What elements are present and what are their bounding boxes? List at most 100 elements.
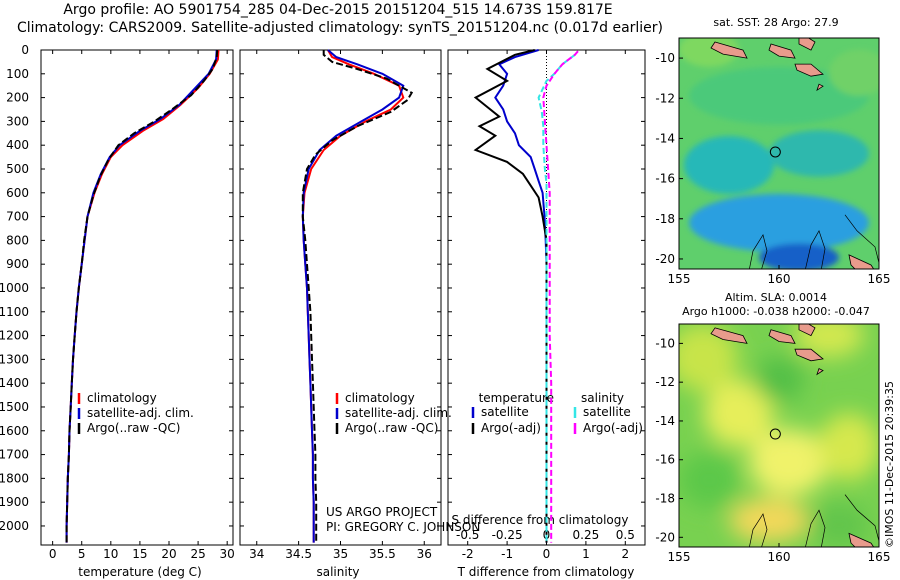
island-shape (816, 83, 824, 92)
temperature-x-label: temperature (deg C) (78, 565, 201, 579)
x-tick-label: 10 (103, 547, 118, 561)
series-line-temperature-satellite (494, 49, 548, 543)
map-lat-tick-label: -10 (655, 336, 675, 350)
legend-label: Argo(..raw -QC) (87, 421, 180, 435)
depth-tick-label: 2000 (0, 519, 29, 533)
depth-tick-label: 1100 (0, 305, 29, 319)
island-shape (848, 254, 875, 269)
legend-label: climatology (345, 391, 415, 405)
depth-tick-label: 800 (6, 233, 29, 247)
imos-timestamp: ©IMOS 11-Dec-2015 20:39:35 (883, 381, 896, 548)
diff-legend-salinity-heading: salinity (581, 391, 624, 405)
x-tick-label: -1 (501, 547, 513, 561)
depth-tick-label: 1000 (0, 281, 29, 295)
sst-patch (684, 136, 774, 194)
legend-label: satellite-adj. clim. (345, 406, 452, 420)
x-tick-label: 1 (582, 547, 590, 561)
depth-tick-label: 1300 (0, 352, 29, 366)
sla-patch (749, 428, 829, 496)
map-lon-tick-label: 165 (868, 272, 891, 286)
x-tick-label: 5 (78, 547, 86, 561)
map-lat-tick-label: -18 (655, 212, 675, 226)
x-tick-label: 25 (190, 547, 205, 561)
island-shape (768, 329, 796, 344)
salinity-panel-frame (239, 49, 442, 546)
legend-label: satellite-adj. clim. (87, 406, 194, 420)
sla-patch (679, 452, 739, 508)
depth-tick-label: 0 (21, 43, 29, 57)
depth-tick-label: 1200 (0, 329, 29, 343)
sla-gradient (679, 324, 879, 547)
map-lon-tick-label: 155 (668, 550, 691, 564)
x-tick-label: 2 (621, 547, 629, 561)
credits-line-1: US ARGO PROJECT (326, 505, 438, 519)
s-diff-tick-label: -0.5 (456, 528, 479, 542)
series-line-temperature-argo (473, 49, 548, 543)
salinity-x-label: salinity (316, 565, 359, 579)
depth-tick-label: 600 (6, 186, 29, 200)
series-line-salinity-salinity_argo (542, 50, 579, 543)
sst-map-title: sat. SST: 28 Argo: 27.9 (713, 16, 838, 29)
legend-label: Argo(-adj) (583, 421, 643, 435)
map-lon-tick-label: 160 (768, 550, 791, 564)
x-tick-label: 34 (249, 547, 264, 561)
depth-tick-label: 1500 (0, 400, 29, 414)
map-lon-tick-label: 165 (868, 550, 891, 564)
legend-label: Argo(..raw -QC) (345, 421, 438, 435)
island-shape (848, 532, 875, 547)
depth-tick-label: 500 (6, 162, 29, 176)
series-line-satellite (65, 49, 218, 543)
legend-label: Argo(-adj) (481, 421, 541, 435)
s-diff-tick-label: 0.25 (573, 528, 600, 542)
s-diff-tick-label: 0.5 (616, 528, 635, 542)
island-shape (798, 38, 816, 51)
map-lat-tick-label: -16 (655, 172, 675, 186)
series-line-salinity-salinity_satellite (537, 54, 576, 543)
island-shape (794, 348, 824, 362)
sla-map-field (679, 324, 879, 547)
sst-map-field (679, 38, 879, 269)
map-lat-tick-label: -10 (655, 51, 675, 65)
x-tick-label: 0 (49, 547, 57, 561)
temperature-panel-frame (40, 49, 234, 546)
island-shape (768, 43, 796, 59)
map-lat-tick-label: -18 (655, 492, 675, 506)
sst-patch (689, 193, 869, 252)
x-tick-label: 36 (417, 547, 432, 561)
bathymetry-contour (749, 234, 768, 269)
credits-line-2: PI: GREGORY C. JOHNSON (326, 520, 480, 534)
depth-tick-label: 300 (6, 114, 29, 128)
depth-tick-label: 900 (6, 257, 29, 271)
sla-patch (679, 324, 738, 391)
header-line-1: Argo profile: AO 5901754_285 04-Dec-2015… (63, 2, 613, 18)
x-tick-label: 30 (220, 547, 235, 561)
x-tick-label: 20 (161, 547, 176, 561)
argo-location-marker (769, 428, 781, 440)
series-line-satellite (301, 49, 405, 543)
map-lat-tick-label: -14 (655, 131, 675, 145)
s-difference-x-label: S difference from climatology (452, 513, 629, 527)
sst-patch (829, 49, 879, 96)
bathymetry-contour (805, 229, 826, 269)
map-lat-tick-label: -20 (655, 252, 675, 266)
sst-gradient (679, 38, 879, 269)
x-tick-label: -2 (462, 547, 474, 561)
legend-label: satellite (583, 405, 631, 419)
series-line-argo (301, 50, 414, 543)
depth-tick-label: 1600 (0, 424, 29, 438)
depth-tick-label: 200 (6, 91, 29, 105)
map-lat-tick-label: -16 (655, 453, 675, 467)
depth-tick-label: 1800 (0, 471, 29, 485)
island-shape (794, 63, 824, 77)
bathymetry-contour (805, 509, 826, 547)
header-line-2: Climatology: CARS2009. Satellite-adjuste… (16, 20, 664, 36)
map-lat-tick-label: -12 (655, 375, 675, 389)
depth-tick-label: 100 (6, 67, 29, 81)
sst-patch (769, 130, 869, 177)
map-lat-tick-label: -12 (655, 91, 675, 105)
legend-label: climatology (87, 391, 157, 405)
diff-legend-temperature-heading: temperature (479, 391, 554, 405)
sla-patch (729, 497, 809, 543)
sla-patch (819, 413, 879, 481)
